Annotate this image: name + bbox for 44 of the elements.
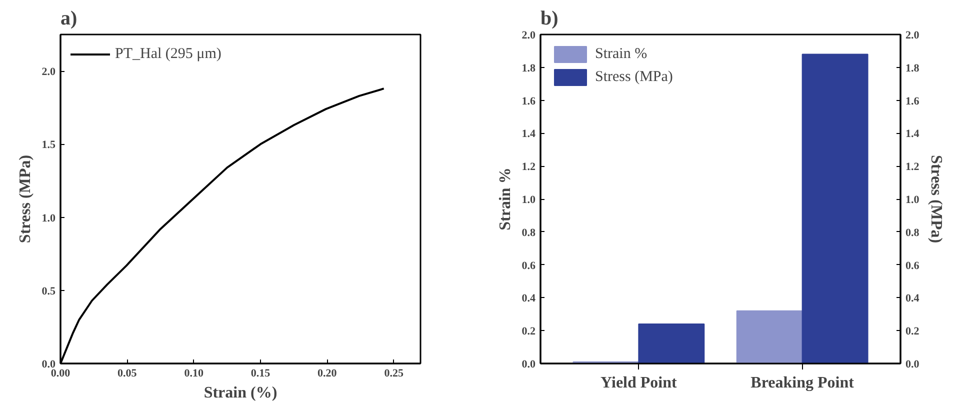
x-tick-label: 0.05 [118,368,138,380]
y2-tick-label: 1.0 [906,194,920,206]
x-tick-label: 0.20 [318,368,338,380]
x-tick-label: 0.00 [50,368,71,380]
y-tick-label: 0.6 [522,260,536,272]
y-tick-label: 2.0 [42,66,56,78]
x-tick-label: Breaking Point [750,374,855,392]
y-axis-title: Strain % [496,168,514,230]
y2-tick-label: 1.4 [906,128,920,140]
y2-tick-label: 0.2 [906,326,920,338]
y2-tick-label: 0.8 [906,226,920,239]
y-tick-label: 1.4 [522,128,536,140]
y2-tick-label: 1.8 [906,62,920,74]
y-tick-label: 1.5 [42,139,56,152]
y-tick-label: 0.2 [522,326,536,338]
legend-label: PT_Hal (295 μm) [115,46,222,62]
x-tick-label: 0.25 [384,368,404,380]
y2-tick-label: 2.0 [906,30,920,42]
x-axis-title: Strain (%) [204,384,278,402]
legend-label: Strain % [595,46,648,62]
y-tick-label: 1.0 [522,194,536,206]
chart-title: b) [540,8,558,30]
y2-tick-label: 1.2 [906,161,920,174]
x-tick-label: 0.15 [250,368,271,380]
y2-tick-label: 1.6 [906,95,920,108]
x-tick-label: 0.10 [184,368,204,380]
y-tick-label: 1.0 [42,212,56,224]
y-tick-label: 0.0 [42,358,56,370]
y-tick-label: 0.0 [522,358,536,370]
y-tick-label: 0.8 [522,226,536,239]
chart-title: a) [60,8,78,30]
y2-axis-title: Stress (MPa) [927,154,944,244]
y2-tick-label: 0.6 [906,260,920,272]
y2-tick-label: 0.4 [906,292,920,305]
y-tick-label: 2.0 [522,30,536,42]
x-tick-label: Yield Point [600,374,678,392]
y-tick-label: 0.4 [522,292,536,305]
legend-label: Stress (MPa) [595,68,673,86]
y-axis-title: Stress (MPa) [16,154,34,244]
y-tick-label: 1.2 [522,161,536,174]
y-tick-label: 0.5 [42,285,56,298]
y-tick-label: 1.6 [522,95,536,108]
y-tick-label: 1.8 [522,62,536,74]
y2-tick-label: 0.0 [906,358,920,370]
